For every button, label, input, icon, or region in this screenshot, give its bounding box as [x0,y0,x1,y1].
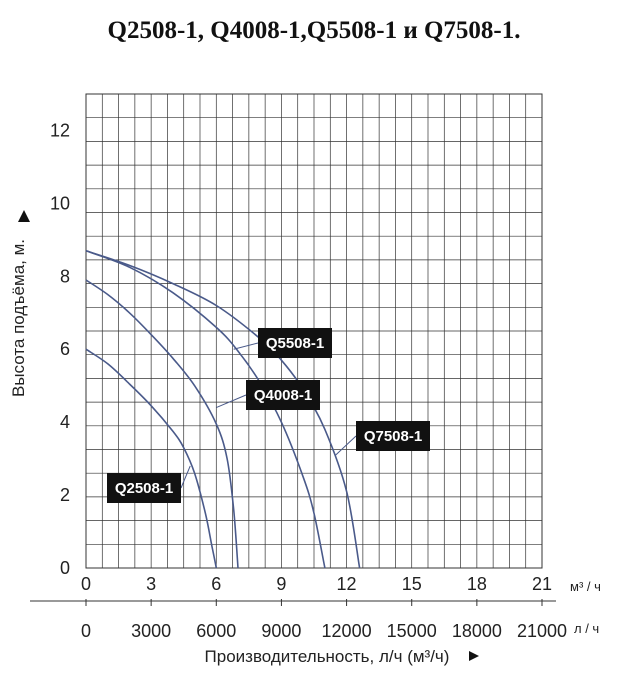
y-axis-label: Высота подъёма, м. [9,239,28,397]
x-tick-label: 6 [211,574,221,594]
y-tick-label: 12 [50,120,70,140]
x-tick-labels-secondary: 0 3000 6000 9000 12000 15000 18000 21000 [81,599,567,641]
callout-box-q5508-1 [258,328,332,358]
y-tick-label: 4 [60,412,70,432]
y-tick-labels: 0 2 4 6 8 10 12 [50,120,70,578]
y-tick-label: 6 [60,339,70,359]
callouts: Q5508-1 Q4008-1 Q7508-1 Q2508-1 [107,328,430,503]
x-tick-label-secondary: 3000 [131,621,171,641]
callout-leader-q7508-1 [335,435,357,456]
x-tick-label: 0 [81,574,91,594]
x-tick-label-secondary: 9000 [261,621,301,641]
x-tick-label-secondary: 18000 [452,621,502,641]
chart-title: Q2508-1, Q4008-1,Q5508-1 и Q7508-1. [108,17,521,44]
curve-q2508-1 [85,348,218,569]
x-axis-arrow-icon [469,651,479,661]
x-tick-label: 15 [402,574,422,594]
callout-label-q7508-1: Q7508-1 [364,428,422,445]
plot-frame [85,93,543,569]
x-tick-label: 9 [276,574,286,594]
y-tick-label: 8 [60,266,70,286]
y-tick-label: 2 [60,485,70,505]
callout-box-q7508-1 [356,421,430,451]
x-tick-label: 18 [467,574,487,594]
callout-label-q4008-1: Q4008-1 [254,387,312,404]
x-tick-label-secondary: 12000 [322,621,372,641]
y-tick-label: 0 [60,558,70,578]
x-unit-secondary: л / ч [574,621,599,636]
callout-box-q2508-1 [107,473,181,503]
x-unit-primary: м³ / ч [570,579,601,594]
x-tick-label-secondary: 6000 [196,621,236,641]
x-tick-label: 12 [337,574,357,594]
y-axis-arrow-icon [18,210,30,222]
curve-q5508-1 [85,250,326,569]
x-tick-label-secondary: 15000 [387,621,437,641]
x-axis-label: Производительность, л/ч (м³/ч) [205,647,450,666]
x-tick-label: 3 [146,574,156,594]
x-tick-label: 21 [532,574,552,594]
callout-label-q5508-1: Q5508-1 [266,335,324,352]
callout-leader-q5508-1 [233,342,259,350]
callout-leader-q2508-1 [180,465,191,489]
y-tick-label: 10 [50,193,70,213]
callout-leader-q4008-1 [216,394,247,409]
callout-label-q2508-1: Q2508-1 [115,480,173,497]
x-tick-label-secondary: 0 [81,621,91,641]
curve-q4008-1 [85,279,239,569]
x-tick-labels-primary: 0 3 6 9 12 15 18 21 [81,574,552,594]
callout-box-q4008-1 [246,380,320,410]
x-tick-label-secondary: 21000 [517,621,567,641]
